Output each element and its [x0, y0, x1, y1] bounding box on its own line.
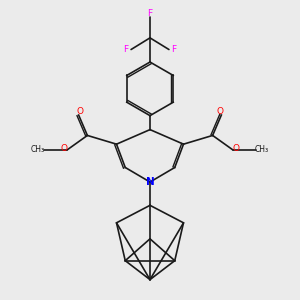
Text: O: O: [76, 107, 83, 116]
Text: O: O: [61, 144, 68, 153]
Text: F: F: [147, 9, 153, 18]
Text: O: O: [232, 144, 239, 153]
Text: O: O: [217, 107, 224, 116]
Text: CH₃: CH₃: [255, 146, 269, 154]
Text: F: F: [123, 45, 128, 54]
Text: F: F: [172, 45, 177, 54]
Text: CH₃: CH₃: [31, 146, 45, 154]
Text: N: N: [146, 177, 154, 187]
